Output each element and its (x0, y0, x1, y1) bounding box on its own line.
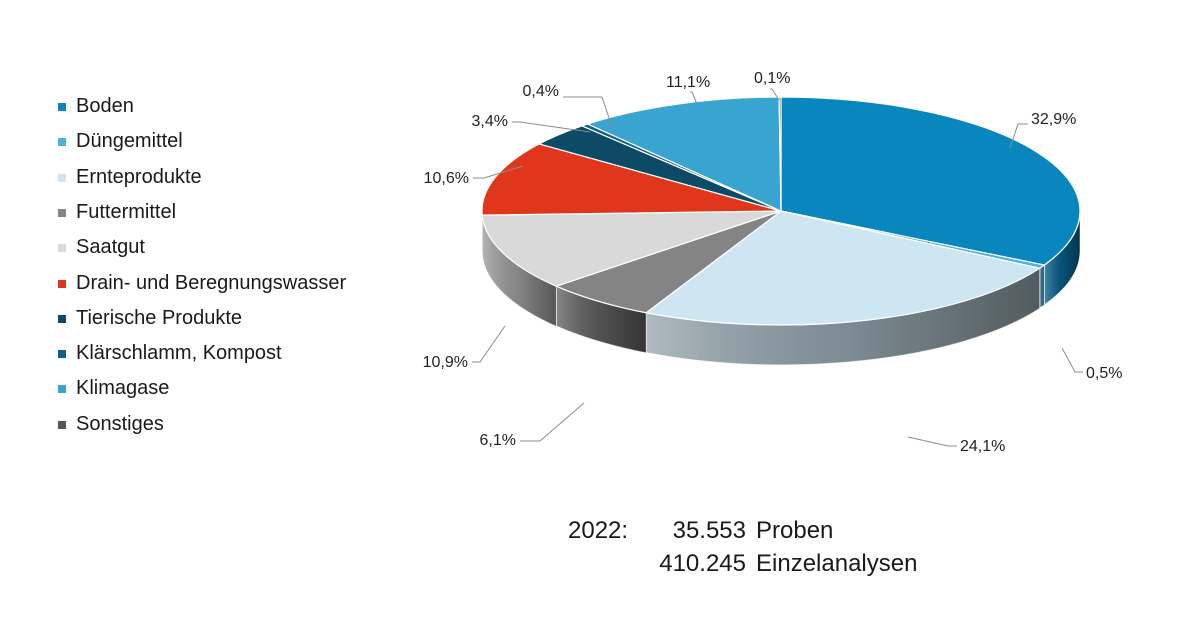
leader-line-boden (1009, 123, 1028, 149)
legend-label: Klimagase (76, 377, 170, 400)
pie-side-shade (1039, 265, 1045, 309)
legend-swatch (58, 173, 66, 182)
legend-swatch (58, 208, 66, 217)
data-label-klimagase: 11,1% (666, 74, 710, 91)
legend-label: Futtermittel (76, 200, 177, 223)
pie-leader-lines (472, 88, 1083, 447)
data-label-klaerschlamm-kompost: 0,4% (523, 83, 559, 100)
legend-label: Klärschlamm, Kompost (76, 342, 282, 365)
leader-line-tierische-produkte (512, 121, 591, 133)
data-label-saatgut: 10,9% (423, 354, 468, 371)
legend-swatch (58, 420, 66, 429)
legend-swatch (58, 138, 66, 147)
pie-side-shade (1044, 211, 1080, 306)
leader-line-sonstiges (770, 88, 780, 101)
legend-swatch (58, 279, 66, 288)
pie-slice-saatgut (481, 210, 782, 287)
data-label-duengemittel: 0,5% (1086, 365, 1122, 382)
pie-slice-boden (780, 96, 1081, 266)
summary-samples-value: 35.553 (672, 517, 746, 544)
legend-swatch (58, 103, 66, 111)
legend-label: Drain- und Beregnungswasser (76, 271, 347, 294)
leader-line-saatgut (472, 325, 506, 363)
pie-tops (481, 96, 1081, 326)
pie-slice-sonstiges (778, 96, 782, 212)
pie-side-shade (482, 215, 557, 327)
summary-analyses-label: Einzelanalysen (756, 550, 918, 577)
pie-side-shade (556, 286, 647, 353)
data-label-futtermittel: 6,1% (480, 432, 516, 449)
legend-label: Saatgut (76, 236, 145, 259)
legend-swatch (58, 350, 66, 359)
legend-swatch (58, 244, 66, 253)
data-label-boden: 32,9% (1031, 111, 1076, 128)
pie-sides (481, 210, 1081, 366)
summary-samples-label: Proben (756, 517, 834, 544)
leader-line-klaerschlamm-kompost (563, 96, 613, 128)
pie-slice-ernteprodukte (644, 210, 1042, 326)
pie-data-labels: 32,9% 0,5% 24,1% 6,1% 10,9% 10,6% 3,4% 0,4% 11,1… (423, 70, 1123, 455)
legend-label: Düngemittel (76, 130, 183, 153)
legend-label: Tierische Produkte (76, 306, 242, 329)
leader-line-klimagase (690, 91, 698, 105)
leader-line-futtermittel (520, 402, 585, 442)
pie-slice-drain-und-beregnungswasser (481, 143, 782, 216)
legend-label: Boden (76, 95, 134, 117)
legend-swatch (58, 314, 66, 323)
summary-year: 2022: (568, 517, 629, 544)
legend-label: Ernteprodukte (76, 165, 202, 188)
legend-label: Sonstiges (76, 412, 164, 435)
data-label-sonstiges: 0,1% (754, 70, 790, 87)
leader-line-drain-und-beregnungswasser (473, 165, 524, 179)
data-label-ernteprodukte: 24,1% (960, 438, 1005, 455)
pie-slice-klimagase (586, 96, 782, 212)
data-label-tierische-produkte: 3,4% (472, 113, 508, 130)
summary-analyses-value: 410.245 (659, 550, 746, 577)
leader-line-ernteprodukte (907, 436, 957, 447)
data-label-drain-und-beregnungswasser: 10,6% (424, 170, 469, 187)
pie-side-shade (646, 268, 1040, 365)
leader-line-duengemittel (1061, 347, 1083, 373)
legend-swatch (58, 385, 66, 394)
